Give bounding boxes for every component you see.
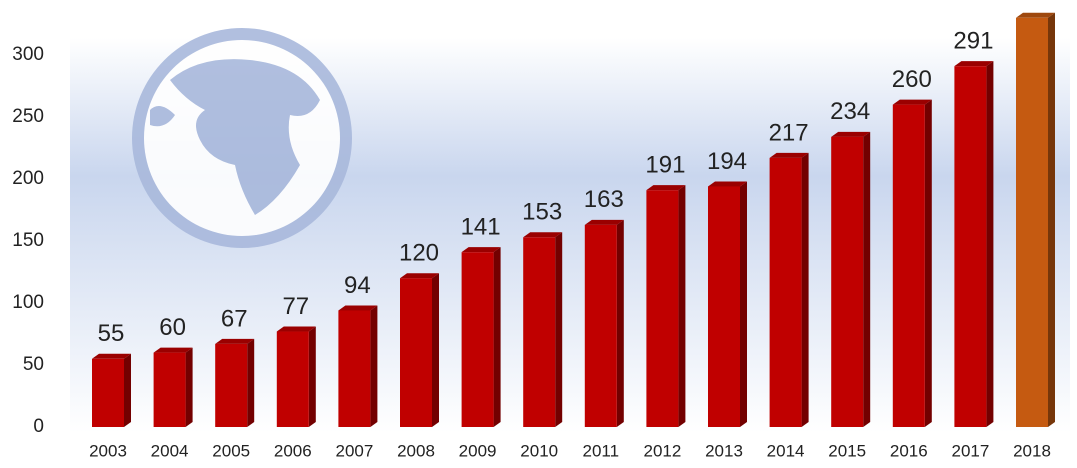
bar-side [1048, 12, 1055, 428]
bar-top [153, 347, 193, 353]
x-tick-label: 2017 [951, 441, 989, 460]
x-tick-label: 2003 [89, 441, 127, 460]
value-label: 153 [522, 199, 562, 226]
bar [461, 252, 494, 427]
bar-side [124, 353, 131, 427]
x-tick-label: 2018 [1013, 441, 1051, 460]
value-label: 191 [645, 152, 685, 179]
bar-top [892, 99, 932, 105]
value-label: 77 [282, 293, 309, 320]
value-label: 217 [769, 119, 809, 146]
bar-top [831, 131, 871, 137]
y-tick-label: 300 [12, 44, 44, 65]
x-tick-label: 2008 [397, 441, 435, 460]
x-tick-label: 2015 [828, 441, 866, 460]
x-tick-label: 2004 [151, 441, 189, 460]
bar-top [646, 185, 686, 191]
value-label: 60 [159, 314, 186, 341]
bar-top [92, 353, 131, 359]
bar-side [863, 131, 871, 427]
globe-icon [132, 28, 352, 248]
bar-side [678, 185, 686, 427]
bar-top [769, 152, 809, 158]
bar [892, 104, 925, 427]
bar-side [555, 232, 563, 427]
value-label: 291 [953, 28, 993, 55]
value-label: 120 [399, 240, 439, 267]
value-label: 163 [584, 186, 624, 213]
x-tick-label: 2007 [335, 441, 373, 460]
bar-side [432, 273, 439, 427]
value-label: 55 [98, 320, 125, 347]
bar [1016, 17, 1048, 428]
bar-side [370, 305, 378, 427]
bar [646, 190, 679, 427]
bar-top [338, 305, 378, 311]
bar-top [276, 326, 316, 332]
bar [584, 224, 617, 427]
bar-side [185, 347, 193, 427]
value-label: 260 [892, 66, 932, 93]
bar [954, 66, 987, 427]
value-label: 67 [221, 305, 248, 332]
bar [215, 343, 248, 427]
bar [769, 157, 802, 428]
y-tick-label: 0 [33, 416, 44, 437]
x-tick-label: 2016 [890, 441, 928, 460]
bar [831, 136, 864, 427]
bar [153, 352, 186, 427]
x-tick-label: 2006 [274, 441, 312, 460]
bar-top [708, 181, 747, 187]
x-tick-label: 2013 [705, 441, 743, 460]
bar [708, 186, 740, 427]
y-tick-label: 250 [12, 106, 44, 127]
bar-top [400, 273, 439, 279]
bar-side [801, 152, 809, 428]
bar-side [616, 219, 624, 427]
value-label: 234 [830, 98, 870, 125]
value-label: 330 [1015, 0, 1055, 6]
x-tick-label: 2014 [767, 441, 805, 460]
bar [400, 278, 432, 427]
bar-side [247, 338, 255, 427]
y-tick-label: 50 [23, 354, 44, 375]
bar-top [523, 232, 563, 238]
bar-side [986, 61, 994, 427]
bar-side [924, 99, 932, 427]
bar [92, 358, 124, 427]
bar [338, 310, 371, 427]
bar-top [1016, 12, 1055, 18]
bar [523, 237, 556, 427]
value-label: 94 [344, 272, 371, 299]
bar-top [215, 338, 255, 344]
x-tick-label: 2012 [643, 441, 681, 460]
bar-side [493, 247, 501, 427]
bar-top [461, 247, 501, 253]
bar-side [308, 326, 316, 427]
bar [276, 331, 309, 427]
x-tick-label: 2011 [583, 441, 620, 460]
x-tick-label: 2009 [459, 441, 497, 460]
bar-top [584, 219, 624, 225]
y-tick-label: 100 [12, 292, 44, 313]
value-label: 141 [461, 214, 501, 241]
y-tick-label: 150 [12, 230, 44, 251]
y-tick-label: 200 [12, 168, 44, 189]
x-tick-label: 2010 [520, 441, 558, 460]
bar-top [954, 61, 994, 67]
x-tick-label: 2005 [212, 441, 250, 460]
value-label: 194 [707, 148, 747, 175]
bar-side [740, 181, 747, 427]
